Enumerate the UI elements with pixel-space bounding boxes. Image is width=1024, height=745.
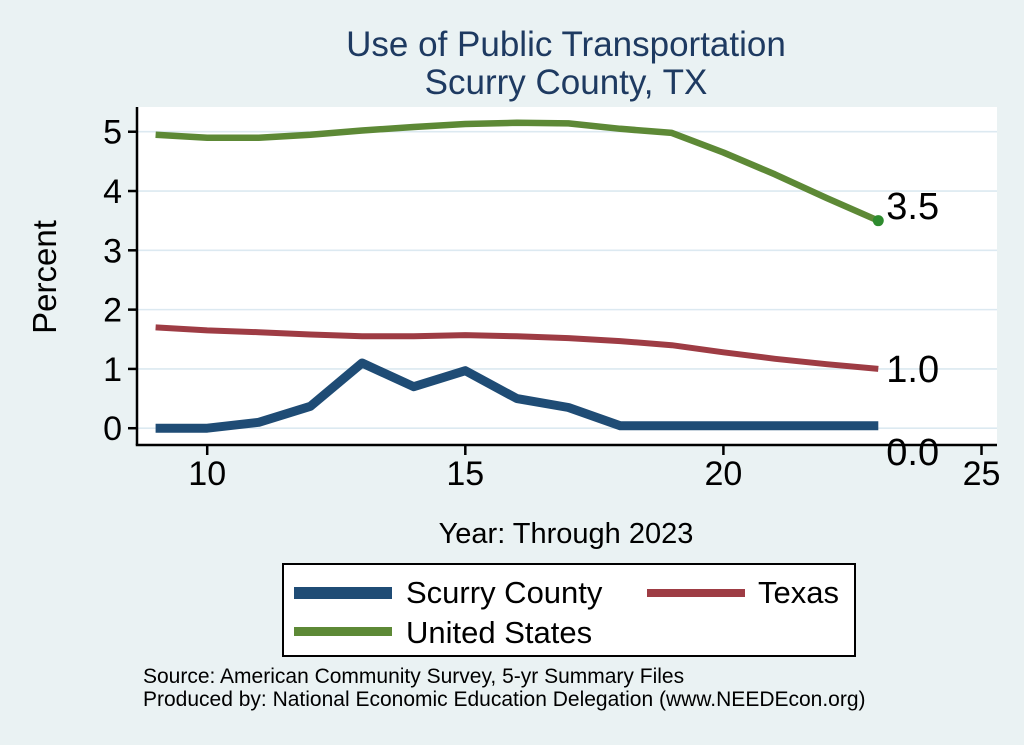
legend-swatch-scurry-county xyxy=(294,587,392,599)
series-end-value-label-scurry-county: 0.0 xyxy=(886,432,939,474)
series-end-value-label-united-states: 3.5 xyxy=(886,186,939,228)
x-tick-label: 10 xyxy=(188,455,226,493)
legend: Scurry County Texas United States xyxy=(282,563,856,657)
legend-label-texas: Texas xyxy=(758,575,839,610)
x-tick-label: 15 xyxy=(446,455,484,493)
series-end-value-label-texas: 1.0 xyxy=(886,349,939,391)
x-axis-title: Year: Through 2023 xyxy=(438,518,694,550)
chart-title: Use of Public Transportation Scurry Coun… xyxy=(137,26,995,102)
source-line: Source: American Community Survey, 5-yr … xyxy=(143,665,685,688)
y-tick-label: 4 xyxy=(103,173,122,211)
source-note: Source: American Community Survey, 5-yr … xyxy=(143,665,866,711)
series-line-united-states xyxy=(155,119,880,224)
chart-title-line1: Use of Public Transportation xyxy=(346,25,786,64)
chart-title-line2: Scurry County, TX xyxy=(424,63,708,102)
legend-label-united-states: United States xyxy=(406,615,593,650)
x-tick-label: 25 xyxy=(963,455,1001,493)
legend-label-scurry-county: Scurry County xyxy=(406,575,603,610)
series-line-texas xyxy=(155,324,879,372)
y-tick-label: 3 xyxy=(103,232,122,270)
x-tick-label: 20 xyxy=(704,455,742,493)
plot-background xyxy=(137,107,997,445)
legend-swatch-texas xyxy=(647,589,745,597)
series-end-marker-united-states xyxy=(872,215,884,227)
series-line-scurry-county xyxy=(155,358,879,433)
producer-line: Produced by: National Economic Education… xyxy=(143,688,866,711)
y-tick-label: 2 xyxy=(103,292,122,330)
legend-swatch-united-states xyxy=(294,627,392,636)
y-tick-label: 1 xyxy=(103,351,122,389)
y-tick-label: 0 xyxy=(103,410,122,448)
y-tick-label: 5 xyxy=(103,114,122,152)
